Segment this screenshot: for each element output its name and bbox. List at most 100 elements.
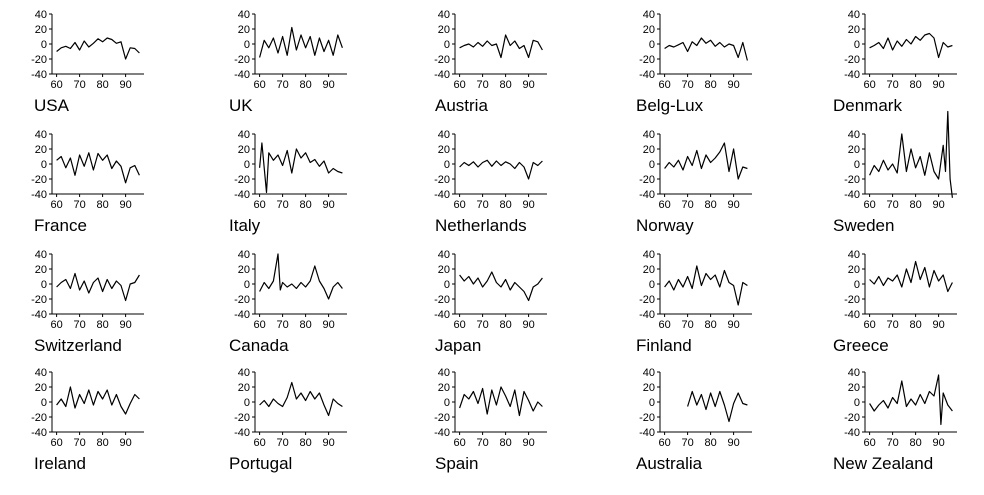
y-tick-label: -20	[639, 54, 655, 66]
y-tick-label: -20	[844, 174, 860, 186]
series-line-belg-lux	[665, 38, 748, 61]
y-tick-label: -40	[434, 189, 450, 201]
y-tick-label: 20	[238, 144, 250, 156]
y-tick-label: 40	[643, 9, 655, 21]
y-tick-label: -40	[234, 427, 250, 439]
x-tick-label: 70	[886, 199, 898, 211]
y-tick-label: 0	[854, 39, 860, 51]
panel-switzerland: 40 20 0 -20 -40 60 70 80 90 Switzerland	[12, 246, 160, 356]
y-tick-label: 40	[35, 367, 47, 379]
x-tick-label: 80	[96, 319, 108, 331]
x-tick-label: 80	[499, 437, 511, 449]
x-tick-label: 70	[276, 199, 288, 211]
y-tick-label: -20	[31, 294, 47, 306]
x-tick-label: 60	[453, 319, 465, 331]
x-tick-label: 70	[681, 79, 693, 91]
series-line-japan	[460, 272, 543, 301]
x-tick-label: 80	[96, 199, 108, 211]
series-line-finland	[665, 266, 748, 305]
x-tick-label: 90	[119, 319, 131, 331]
x-tick-label: 60	[453, 199, 465, 211]
country-label-usa: USA	[34, 96, 69, 116]
x-tick-label: 60	[253, 437, 265, 449]
series-line-uk	[260, 28, 343, 58]
y-tick-label: -20	[434, 412, 450, 424]
y-tick-label: 0	[854, 159, 860, 171]
x-tick-label: 60	[658, 437, 670, 449]
series-line-netherlands	[460, 160, 543, 179]
x-tick-label: 70	[886, 319, 898, 331]
y-tick-label: -40	[639, 189, 655, 201]
x-tick-label: 90	[119, 79, 131, 91]
y-tick-label: 20	[643, 144, 655, 156]
y-tick-label: 40	[35, 129, 47, 141]
series-line-ireland	[57, 387, 140, 414]
x-tick-label: 60	[253, 199, 265, 211]
y-tick-label: -20	[31, 54, 47, 66]
country-label-ireland: Ireland	[34, 454, 86, 474]
x-tick-label: 90	[119, 437, 131, 449]
country-label-new-zealand: New Zealand	[833, 454, 933, 474]
y-tick-label: 40	[35, 9, 47, 21]
y-tick-label: -40	[639, 427, 655, 439]
y-tick-label: 40	[238, 367, 250, 379]
series-line-norway	[665, 143, 748, 179]
y-tick-label: 0	[649, 279, 655, 291]
y-tick-label: 20	[438, 382, 450, 394]
series-line-austria	[460, 35, 543, 58]
y-tick-label: -40	[31, 189, 47, 201]
country-label-japan: Japan	[435, 336, 481, 356]
y-tick-label: 0	[244, 159, 250, 171]
y-tick-label: 20	[848, 264, 860, 276]
y-tick-label: -20	[234, 54, 250, 66]
y-tick-label: 40	[238, 249, 250, 261]
y-tick-label: -40	[434, 427, 450, 439]
y-tick-label: 0	[444, 397, 450, 409]
x-tick-label: 90	[322, 79, 334, 91]
y-tick-label: 20	[643, 24, 655, 36]
x-tick-label: 90	[727, 319, 739, 331]
y-tick-label: -40	[844, 189, 860, 201]
panel-finland: 40 20 0 -20 -40 60 70 80 90 Finland	[620, 246, 768, 356]
x-tick-label: 70	[73, 437, 85, 449]
x-tick-label: 90	[322, 199, 334, 211]
y-tick-label: 0	[649, 397, 655, 409]
x-tick-label: 90	[727, 79, 739, 91]
x-tick-label: 90	[932, 319, 944, 331]
panel-canada: 40 20 0 -20 -40 60 70 80 90 Canada	[215, 246, 363, 356]
x-tick-label: 70	[476, 319, 488, 331]
y-tick-label: -20	[639, 174, 655, 186]
y-tick-label: 20	[438, 144, 450, 156]
y-tick-label: -20	[234, 294, 250, 306]
y-tick-label: 0	[41, 39, 47, 51]
panel-usa: 40 20 0 -20 -40 60 70 80 90 USA	[12, 6, 160, 116]
x-tick-label: 70	[276, 437, 288, 449]
y-tick-label: 20	[848, 382, 860, 394]
y-tick-label: 0	[244, 39, 250, 51]
x-tick-label: 80	[499, 79, 511, 91]
x-tick-label: 90	[322, 319, 334, 331]
country-label-portugal: Portugal	[229, 454, 292, 474]
y-tick-label: 0	[41, 279, 47, 291]
panel-norway: 40 20 0 -20 -40 60 70 80 90 Norway	[620, 126, 768, 236]
x-tick-label: 60	[658, 319, 670, 331]
x-tick-label: 70	[681, 437, 693, 449]
x-tick-label: 60	[453, 437, 465, 449]
country-label-australia: Australia	[636, 454, 702, 474]
x-tick-label: 80	[299, 79, 311, 91]
panel-greece: 40 20 0 -20 -40 60 70 80 90 Greece	[825, 246, 973, 356]
y-tick-label: -40	[31, 69, 47, 81]
y-tick-label: 40	[438, 129, 450, 141]
x-tick-label: 70	[73, 79, 85, 91]
y-tick-label: 40	[438, 9, 450, 21]
panel-denmark: 40 20 0 -20 -40 60 70 80 90 Denmark	[825, 6, 973, 116]
panel-netherlands: 40 20 0 -20 -40 60 70 80 90 Netherlands	[415, 126, 563, 236]
